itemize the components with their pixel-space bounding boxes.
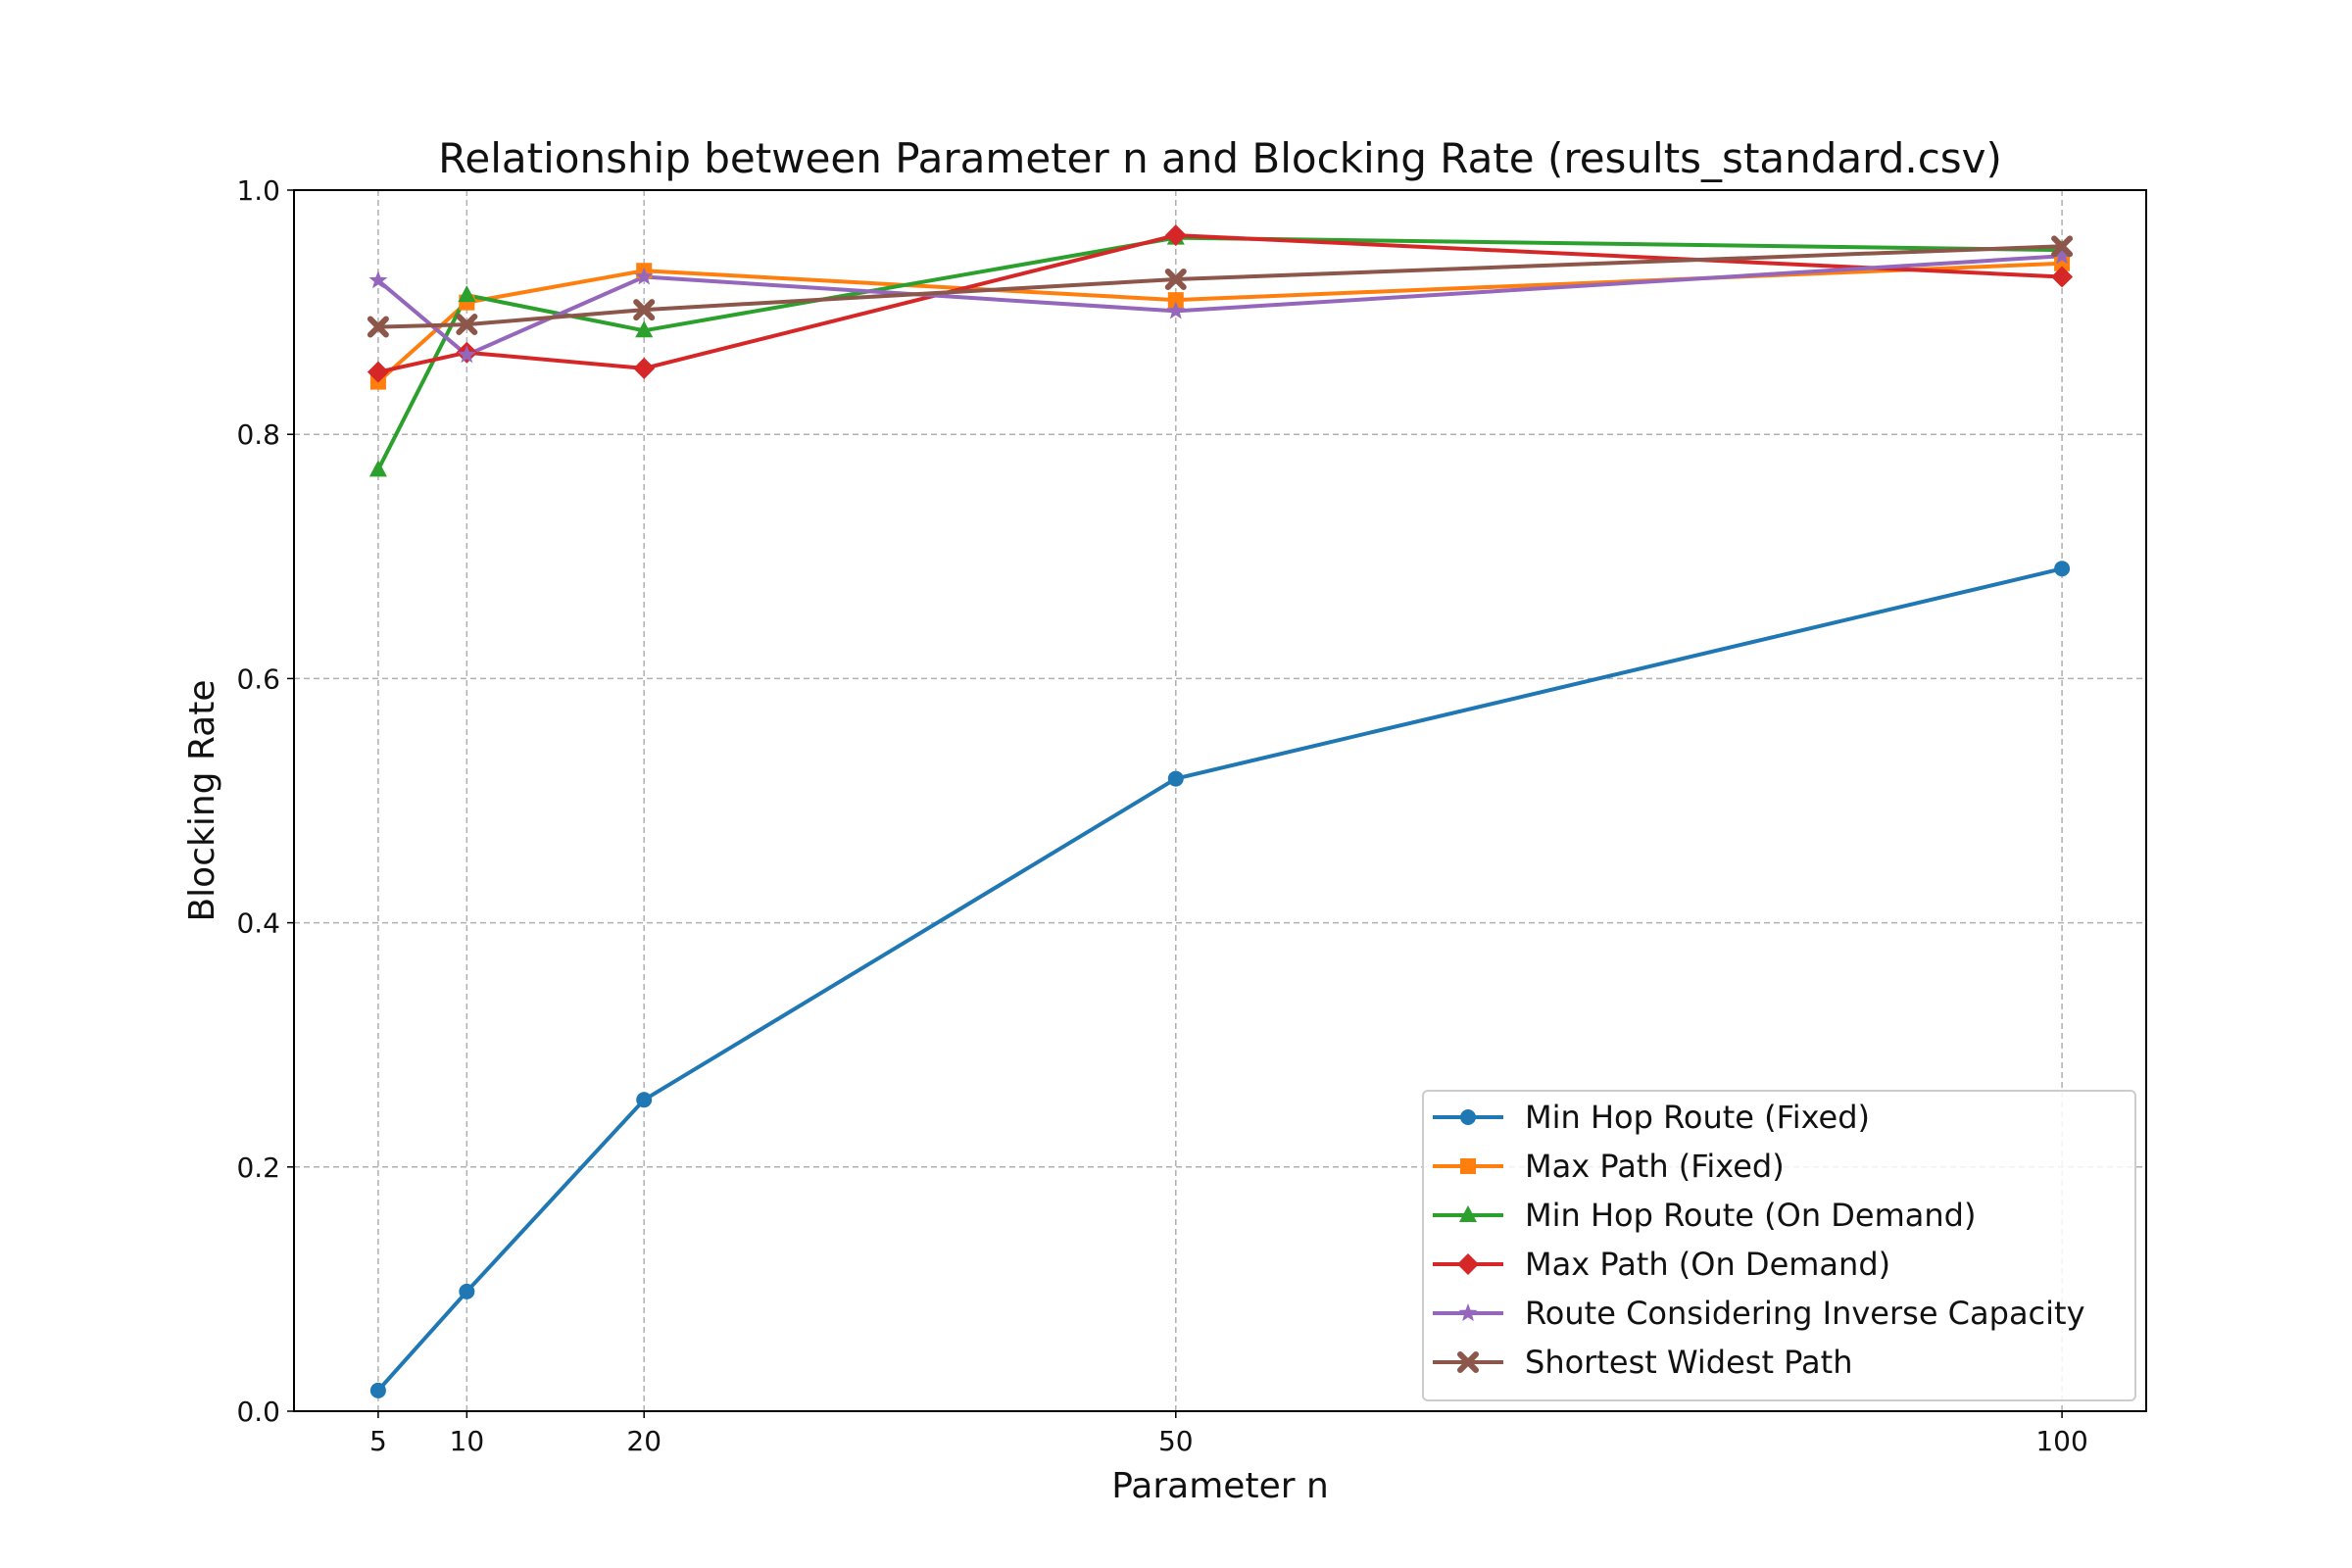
legend-label: Min Hop Route (Fixed) <box>1525 1099 1870 1136</box>
series-line <box>377 244 2063 329</box>
legend-marker <box>1459 1205 1477 1222</box>
data-point <box>636 1092 653 1108</box>
data-point <box>369 1382 386 1398</box>
data-point <box>635 320 654 338</box>
legend-marker <box>1458 1303 1478 1322</box>
data-point <box>1164 224 1187 247</box>
data-point <box>367 361 389 383</box>
x-tick-label: 5 <box>369 1425 387 1457</box>
x-tick-label: 10 <box>450 1425 485 1457</box>
plot-frame <box>293 189 2147 1412</box>
data-point <box>456 314 478 336</box>
legend: Min Hop Route (Fixed) Max Path (Fixed) Min… <box>1422 1090 2136 1401</box>
data-point <box>2051 266 2074 288</box>
x-tick-label: 20 <box>626 1425 662 1457</box>
legend-marker <box>1460 1158 1476 1174</box>
y-tick-label: 0.2 <box>236 1152 280 1184</box>
data-point <box>2052 246 2072 265</box>
y-tick-label: 0.8 <box>236 418 280 451</box>
data-point <box>459 1283 475 1299</box>
y-tick-label: 1.0 <box>236 174 280 207</box>
legend-label: Route Considering Inverse Capacity <box>1525 1295 2085 1332</box>
legend-marker <box>1460 1109 1476 1125</box>
x-axis-label: Parameter n <box>1111 1466 1329 1506</box>
series-line <box>376 254 2063 358</box>
y-axis-ticks: 0.0 0.2 0.4 0.6 0.8 1.0 <box>236 174 294 1428</box>
data-point <box>367 316 389 338</box>
data-point <box>633 299 656 321</box>
data-point <box>368 270 388 289</box>
legend-marker <box>1457 1351 1479 1373</box>
chart-title: Relationship between Parameter n and Blo… <box>438 134 2002 182</box>
legend-label: Max Path (Fixed) <box>1525 1148 1785 1185</box>
data-point <box>2051 235 2074 258</box>
x-axis-ticks: 5 10 20 50 100 <box>369 1411 2088 1457</box>
data-point <box>1166 301 1186 319</box>
legend-frame <box>1422 1090 2136 1401</box>
y-tick-label: 0.4 <box>236 907 280 940</box>
x-tick-label: 100 <box>2035 1425 2087 1457</box>
y-tick-label: 0.6 <box>236 662 280 695</box>
data-point <box>1167 292 1184 309</box>
legend-label: Min Hop Route (On Demand) <box>1525 1197 1976 1234</box>
data-point <box>2054 561 2071 577</box>
data-point <box>457 345 476 364</box>
legend-label: Shortest Widest Path <box>1525 1344 1852 1381</box>
x-tick-label: 50 <box>1158 1425 1194 1457</box>
data-point <box>633 357 656 379</box>
data-point <box>368 460 387 477</box>
data-point <box>458 285 476 303</box>
legend-marker <box>1457 1253 1479 1275</box>
data-point <box>634 267 654 285</box>
y-axis-label: Blocking Rate <box>182 679 222 921</box>
series-markers <box>367 224 2074 1398</box>
legend-label: Max Path (On Demand) <box>1525 1246 1890 1283</box>
y-tick-label: 0.0 <box>236 1396 280 1428</box>
data-point <box>1167 770 1184 787</box>
data-point <box>1164 268 1187 290</box>
